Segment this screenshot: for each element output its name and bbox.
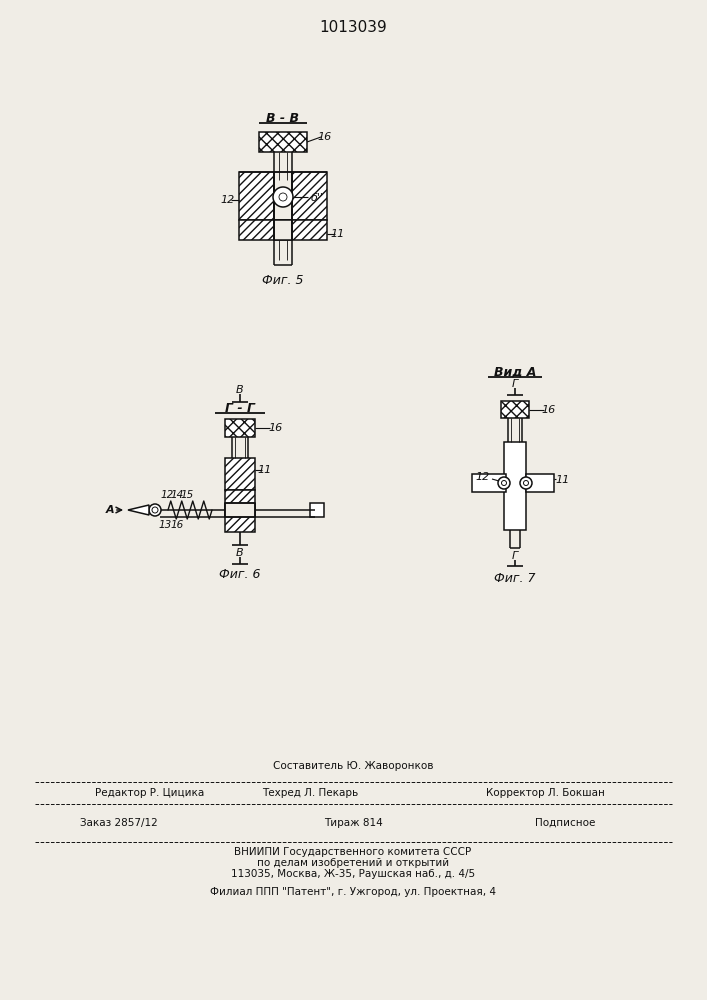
Text: 113035, Москва, Ж-35, Раушская наб., д. 4/5: 113035, Москва, Ж-35, Раушская наб., д. … xyxy=(231,869,475,879)
Circle shape xyxy=(279,193,287,201)
Text: Техред Л. Пекарь: Техред Л. Пекарь xyxy=(262,788,358,798)
Text: 12: 12 xyxy=(476,472,490,482)
Text: 1013039: 1013039 xyxy=(319,19,387,34)
Text: Фиг. 5: Фиг. 5 xyxy=(262,273,304,286)
Text: Составитель Ю. Жаворонков: Составитель Ю. Жаворонков xyxy=(273,761,433,771)
Text: Фиг. 7: Фиг. 7 xyxy=(494,572,536,584)
Text: Г: Г xyxy=(512,379,518,389)
Bar xyxy=(239,220,327,240)
Text: B - B: B - B xyxy=(267,111,300,124)
Text: по делам изобретений и открытий: по делам изобретений и открытий xyxy=(257,858,449,868)
Circle shape xyxy=(501,481,506,486)
Text: 16: 16 xyxy=(170,520,184,530)
Text: Редактор Р. Цицика: Редактор Р. Цицика xyxy=(95,788,204,798)
Text: Фиг. 6: Фиг. 6 xyxy=(219,568,261,582)
Text: B: B xyxy=(236,548,244,558)
Text: 11: 11 xyxy=(556,475,570,485)
Text: Тираж 814: Тираж 814 xyxy=(324,818,382,828)
Bar xyxy=(274,172,292,220)
Bar xyxy=(239,172,274,220)
Circle shape xyxy=(520,477,532,489)
Text: A: A xyxy=(105,505,115,515)
Text: 11: 11 xyxy=(258,465,272,475)
Circle shape xyxy=(273,187,293,207)
Text: 16: 16 xyxy=(318,132,332,142)
Text: 16: 16 xyxy=(269,423,283,433)
Bar xyxy=(225,419,255,437)
Text: Корректор Л. Бокшан: Корректор Л. Бокшан xyxy=(486,788,604,798)
Text: B: B xyxy=(236,385,244,395)
Text: 11: 11 xyxy=(331,229,345,239)
Bar xyxy=(310,503,324,517)
Text: б'': б'' xyxy=(311,193,324,203)
Text: Г - Г: Г - Г xyxy=(225,402,255,416)
Bar xyxy=(501,401,529,418)
Text: Г: Г xyxy=(512,551,518,561)
Text: 15: 15 xyxy=(180,490,194,500)
Text: Заказ 2857/12: Заказ 2857/12 xyxy=(80,818,158,828)
Text: Филиал ППП "Патент", г. Ужгород, ул. Проектная, 4: Филиал ППП "Патент", г. Ужгород, ул. Про… xyxy=(210,887,496,897)
Circle shape xyxy=(523,481,529,486)
Text: 16: 16 xyxy=(542,405,556,415)
Bar xyxy=(526,474,554,492)
Bar xyxy=(225,458,255,490)
Text: 13: 13 xyxy=(158,520,172,530)
Text: Подписное: Подписное xyxy=(534,818,595,828)
Circle shape xyxy=(152,507,158,513)
Text: Вид A: Вид A xyxy=(493,365,536,378)
Bar xyxy=(472,474,506,492)
Text: 12: 12 xyxy=(221,195,235,205)
Bar xyxy=(504,442,526,530)
Polygon shape xyxy=(128,505,149,515)
Circle shape xyxy=(498,477,510,489)
Text: 12: 12 xyxy=(160,490,174,500)
Bar xyxy=(274,220,292,240)
Text: ВНИИПИ Государственного комитета СССР: ВНИИПИ Государственного комитета СССР xyxy=(235,847,472,857)
Bar xyxy=(225,503,255,517)
Circle shape xyxy=(149,504,161,516)
Bar xyxy=(292,172,327,220)
Bar xyxy=(225,490,255,532)
Text: 14: 14 xyxy=(170,490,184,500)
Bar xyxy=(259,132,307,152)
